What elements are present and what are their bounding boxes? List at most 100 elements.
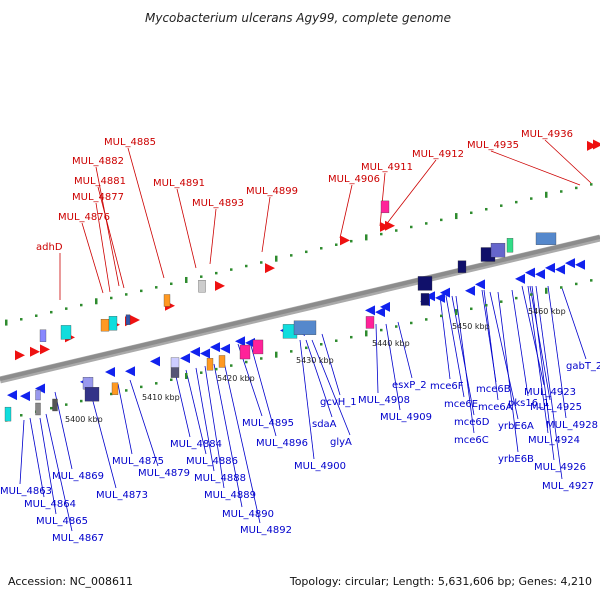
- gene-label-lower: MUL_4867: [52, 533, 104, 544]
- tick-dot: [230, 268, 233, 271]
- gene-label-lower: pks16_1: [508, 398, 549, 409]
- gene-arrow: [180, 353, 190, 364]
- tick-dot: [440, 314, 443, 318]
- tick-dot: [125, 389, 128, 392]
- tick-dot: [410, 225, 413, 229]
- leader-line-upper: [95, 202, 111, 293]
- gene-label-lower: MUL_4909: [380, 412, 432, 423]
- gene-arrow: [440, 287, 450, 298]
- gene-arrow: [190, 346, 200, 357]
- tick-dot: [215, 367, 218, 371]
- gene-label-lower: mce6B: [476, 384, 511, 395]
- tick-dot: [65, 307, 68, 310]
- gene-box: [100, 318, 110, 332]
- leader-line-lower: [305, 339, 333, 418]
- tick-dot: [485, 207, 488, 211]
- leader-line-lower: [529, 285, 551, 401]
- gene-label-upper: MUL_4911: [361, 162, 413, 173]
- gene-label-lower: MUL_4926: [534, 462, 586, 473]
- gene-arrow: [425, 291, 435, 302]
- tick-dot: [20, 318, 23, 321]
- tick-dot: [545, 287, 548, 294]
- leader-line-upper: [97, 186, 125, 289]
- tick-dot: [560, 190, 563, 193]
- gene-box: [60, 325, 72, 340]
- gene-box: [293, 320, 317, 335]
- leader-line-lower: [489, 291, 519, 420]
- gene-label-lower: MUL_4900: [294, 461, 346, 472]
- tick-dot: [185, 372, 188, 379]
- gene-arrow: [245, 337, 255, 348]
- gene-label-upper: MUL_4882: [72, 156, 124, 167]
- tick-dot: [365, 234, 368, 241]
- leader-line-lower: [375, 323, 379, 394]
- gene-label-lower: mce6E: [444, 399, 478, 410]
- kbp-label: 5410 kbp: [142, 393, 180, 402]
- gene-label-upper: adhD: [36, 242, 63, 253]
- tick-dot: [245, 360, 248, 364]
- gene-label-lower: mce6D: [454, 417, 490, 428]
- leader-line-lower: [213, 363, 243, 508]
- gene-label-upper: MUL_4936: [521, 129, 573, 140]
- gene-box: [239, 344, 251, 360]
- gene-label-lower: mce6A: [478, 402, 513, 413]
- gene-box: [457, 260, 467, 273]
- backbone-line: [0, 235, 600, 381]
- tick-dot: [350, 239, 353, 243]
- gene-box: [206, 358, 214, 371]
- tick-dot: [110, 296, 113, 300]
- tick-dot: [395, 325, 398, 328]
- gene-box: [535, 232, 557, 245]
- leader-line-lower: [483, 289, 499, 401]
- leader-line-lower: [561, 287, 587, 360]
- kbp-label: 5430 kbp: [296, 356, 334, 365]
- leader-line-lower: [385, 323, 401, 411]
- tick-dot: [575, 282, 578, 286]
- gene-label-lower: MUL_4869: [52, 471, 104, 482]
- tick-dot: [35, 314, 38, 317]
- tick-dot: [350, 335, 353, 339]
- gene-box: [420, 293, 430, 306]
- gene-arrow: [435, 292, 445, 303]
- gene-label-upper: MUL_4906: [328, 174, 380, 185]
- leader-line-lower: [455, 295, 475, 434]
- leader-line-upper: [209, 208, 217, 265]
- gene-label-lower: MUL_4879: [138, 468, 190, 479]
- gene-label-lower: MUL_4886: [186, 456, 238, 467]
- label-leader-lines: [19, 139, 592, 532]
- leader-line-upper: [384, 159, 437, 227]
- tick-dot: [170, 282, 173, 286]
- gene-label-lower: yrbE6A: [498, 421, 534, 432]
- gene-arrow: [587, 140, 597, 151]
- gene-arrow: [545, 262, 555, 273]
- leader-line-upper: [127, 147, 165, 279]
- gene-label-upper: MUL_4885: [104, 137, 156, 148]
- leader-line-lower: [223, 361, 261, 524]
- gene-arrow: [375, 307, 385, 318]
- tick-dot: [500, 204, 503, 207]
- leader-line-lower: [117, 383, 133, 455]
- gene-arrow: [215, 280, 225, 291]
- kbp-label: 5450 kbp: [452, 322, 490, 331]
- tick-dot: [470, 211, 473, 215]
- gene-arrow: [515, 273, 525, 284]
- tick-dot: [530, 197, 533, 200]
- gene-label-lower: MUL_4908: [358, 395, 410, 406]
- gene-box: [417, 276, 433, 291]
- leader-line-lower: [174, 371, 191, 438]
- tick-dot: [500, 300, 503, 303]
- genome-backbone: [0, 234, 600, 384]
- leader-line-lower: [521, 285, 545, 386]
- leader-line-lower: [45, 413, 73, 532]
- tick-dot: [530, 293, 533, 296]
- gene-box: [380, 200, 390, 214]
- leader-line-lower: [451, 295, 475, 416]
- tick-dot: [305, 250, 308, 254]
- gene-arrow: [265, 263, 275, 274]
- gene-label-lower: sdaA: [312, 419, 337, 430]
- tick-dot: [80, 303, 83, 307]
- kbp-label: 5420 kbp: [217, 374, 255, 383]
- gene-label-lower: MUL_4884: [170, 439, 222, 450]
- gene-arrow: [593, 139, 600, 150]
- tick-dot: [470, 307, 473, 311]
